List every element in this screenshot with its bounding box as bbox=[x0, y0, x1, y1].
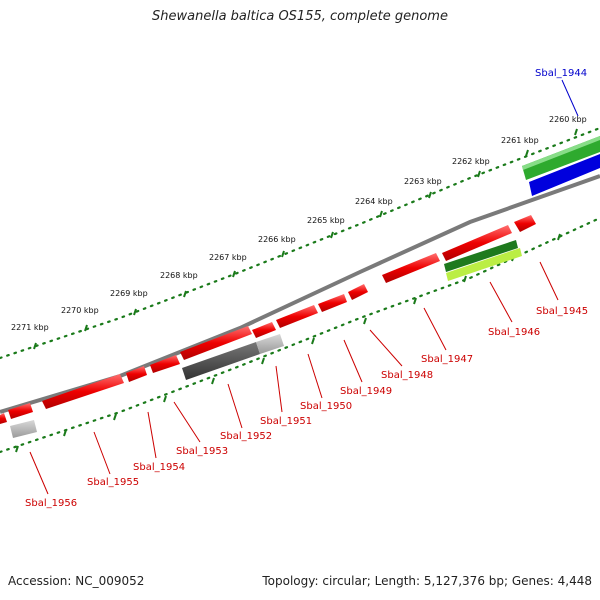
gene-label-sbal-1949: Sbal_1949 bbox=[340, 386, 392, 397]
ruler-label-2269: 2269 kbp bbox=[110, 289, 148, 298]
blue-feature-bar bbox=[529, 154, 600, 196]
ruler-label-2260: 2260 kbp bbox=[549, 115, 587, 124]
label-leader-line-1944 bbox=[561, 79, 579, 117]
gene-sbal-1949 bbox=[318, 294, 347, 312]
gene-label-sbal-1951: Sbal_1951 bbox=[260, 416, 312, 427]
ruler-label-2267: 2267 kbp bbox=[209, 253, 247, 262]
dark-gray-feature-bar bbox=[182, 342, 260, 380]
gene-sbal-1956a bbox=[8, 403, 33, 419]
gene-label-sbal-1944: Sbal_1944 bbox=[535, 68, 587, 79]
dark-green-feature-bar bbox=[444, 240, 518, 272]
ruler-label-2264: 2264 kbp bbox=[355, 197, 393, 206]
light-gray-feature-bar bbox=[256, 334, 284, 354]
gene-label-sbal-1948: Sbal_1948 bbox=[381, 370, 433, 381]
inner-ruler-dots bbox=[0, 216, 600, 454]
gene-label-sbal-1945: Sbal_1945 bbox=[536, 306, 588, 317]
ruler-label-2271: 2271 kbp bbox=[11, 323, 49, 332]
accession-text: Accession: NC_009052 bbox=[8, 574, 145, 588]
gene-label-sbal-1950: Sbal_1950 bbox=[300, 401, 352, 412]
ruler-label-2265: 2265 kbp bbox=[307, 216, 345, 225]
gene-label-sbal-1952: Sbal_1952 bbox=[220, 431, 272, 442]
gene-partial-left bbox=[0, 413, 7, 424]
gene-sbal-1946 bbox=[442, 225, 512, 261]
lime-feature-bar bbox=[446, 248, 522, 281]
gene-sbal-1947 bbox=[382, 253, 440, 283]
label-leader-lines bbox=[29, 261, 559, 495]
gene-sbal-1952 bbox=[180, 326, 252, 360]
genome-backbone bbox=[0, 174, 600, 414]
ruler-labels: 2260 kbp 2261 kbp 2262 kbp 2263 kbp 2264… bbox=[11, 115, 587, 332]
ruler-label-2261: 2261 kbp bbox=[501, 136, 539, 145]
gene-sbal-1945 bbox=[514, 215, 536, 232]
gene-labels: Sbal_1944 Sbal_1945 Sbal_1946 Sbal_1947 … bbox=[25, 68, 588, 509]
gene-label-sbal-1955: Sbal_1955 bbox=[87, 477, 139, 488]
gene-label-sbal-1946: Sbal_1946 bbox=[488, 327, 540, 338]
gene-sbal-1954 bbox=[126, 366, 147, 382]
gene-sbal-1951 bbox=[252, 322, 276, 338]
ruler-label-2270: 2270 kbp bbox=[61, 306, 99, 315]
ruler-label-2262: 2262 kbp bbox=[452, 157, 490, 166]
gene-sbal-1953 bbox=[150, 355, 180, 373]
map-title: Shewanella baltica OS155, complete genom… bbox=[152, 9, 448, 24]
outer-ruler-dots bbox=[0, 126, 600, 360]
green-feature-highlight bbox=[522, 136, 600, 170]
ruler-label-2263: 2263 kbp bbox=[404, 177, 442, 186]
gene-label-sbal-1956: Sbal_1956 bbox=[25, 498, 77, 509]
gene-label-sbal-1953: Sbal_1953 bbox=[176, 446, 228, 457]
outer-ruler-ticks bbox=[33, 128, 578, 350]
gene-sbal-1948 bbox=[348, 284, 368, 300]
forward-genes bbox=[0, 215, 536, 424]
ruler-label-2268: 2268 kbp bbox=[160, 271, 198, 280]
gene-label-sbal-1947: Sbal_1947 bbox=[421, 354, 473, 365]
gray-feature-left bbox=[10, 420, 37, 438]
gene-label-sbal-1954: Sbal_1954 bbox=[133, 462, 185, 473]
gene-sbal-1955 bbox=[42, 374, 124, 409]
genome-summary-text: Topology: circular; Length: 5,127,376 bp… bbox=[262, 574, 592, 588]
gene-sbal-1950 bbox=[276, 305, 318, 328]
ruler-label-2266: 2266 kbp bbox=[258, 235, 296, 244]
